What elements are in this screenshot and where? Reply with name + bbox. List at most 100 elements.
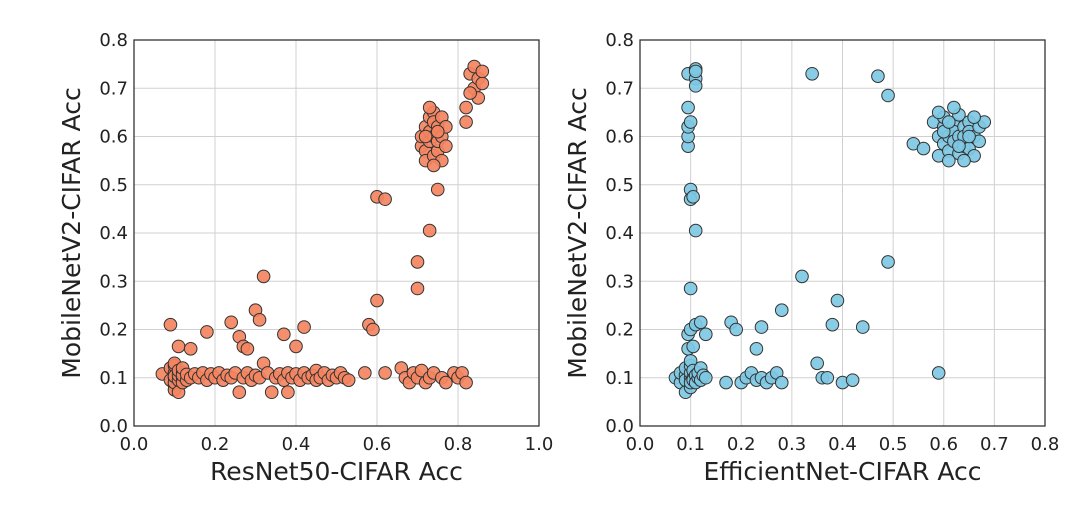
left-x-tick-label: 0.8 bbox=[444, 434, 473, 455]
right-y-tick-label: 0.4 bbox=[605, 223, 634, 244]
left-scatter-panel: 0.0 0.2 0.4 0.6 0.8 1.0 0.0 0.1 0.2 0.3 0.4 0.5 0.6… bbox=[57, 30, 553, 486]
left-data-point bbox=[297, 320, 311, 334]
left-data-point bbox=[370, 293, 384, 308]
left-data-point bbox=[200, 325, 214, 339]
left-y-tick-label: 0.1 bbox=[99, 368, 128, 389]
left-data-point bbox=[264, 385, 279, 400]
right-x-tick-label: 0.7 bbox=[980, 434, 1009, 455]
right-y-tick-label: 0.2 bbox=[605, 320, 634, 341]
right-y-tick-label: 0.8 bbox=[605, 30, 634, 51]
right-data-point bbox=[795, 269, 809, 284]
right-data-point bbox=[686, 190, 700, 204]
right-data-point bbox=[805, 66, 819, 81]
right-scatter-panel: 0.0 0.1 0.2 0.3 0.4 0.5 0.6 0.7 0.8 0.0 0.1 0.2 0.3… bbox=[563, 30, 1059, 486]
left-y-tick-label: 0.3 bbox=[99, 271, 128, 292]
right-y-tick-label: 0.7 bbox=[605, 78, 634, 99]
left-data-point bbox=[410, 255, 425, 269]
left-data-point bbox=[459, 100, 473, 115]
right-data-point bbox=[683, 281, 698, 296]
right-y-tick-label: 0.3 bbox=[605, 271, 634, 292]
right-y-tick-label: 0.5 bbox=[605, 175, 634, 196]
left-points bbox=[155, 59, 490, 400]
right-y-ticks: 0.0 0.1 0.2 0.3 0.4 0.5 0.6 0.7 0.8 bbox=[605, 30, 634, 437]
right-y-tick-label: 0.0 bbox=[605, 416, 634, 437]
left-data-point bbox=[422, 100, 437, 115]
right-data-point bbox=[688, 79, 703, 93]
right-x-tick-label: 0.4 bbox=[828, 434, 857, 455]
right-data-point bbox=[931, 366, 946, 380]
right-data-point bbox=[942, 153, 956, 168]
left-data-point bbox=[358, 366, 372, 380]
right-data-point bbox=[749, 342, 764, 356]
left-data-point bbox=[459, 375, 473, 390]
right-data-point bbox=[947, 100, 961, 115]
left-data-point bbox=[366, 322, 380, 337]
left-data-point bbox=[439, 139, 453, 153]
right-data-point bbox=[774, 303, 789, 318]
right-data-point bbox=[686, 339, 700, 354]
right-data-point bbox=[754, 320, 769, 334]
right-points bbox=[668, 62, 992, 400]
right-data-point bbox=[881, 255, 895, 269]
right-data-point bbox=[688, 64, 703, 79]
right-data-point bbox=[962, 129, 976, 144]
left-data-point bbox=[341, 373, 356, 387]
right-x-tick-label: 0.5 bbox=[879, 434, 908, 455]
right-data-point bbox=[957, 153, 971, 168]
right-data-point bbox=[967, 110, 981, 124]
right-data-point bbox=[688, 223, 703, 238]
left-data-point bbox=[232, 385, 247, 400]
right-x-axis-label: EfficientNet-CIFAR Acc bbox=[703, 457, 981, 486]
left-data-point bbox=[459, 115, 473, 129]
right-data-point bbox=[810, 356, 824, 371]
left-data-point bbox=[463, 86, 477, 100]
left-data-point bbox=[475, 64, 490, 79]
right-data-point bbox=[845, 373, 860, 387]
left-data-point bbox=[418, 129, 433, 144]
right-data-point bbox=[729, 322, 743, 337]
left-data-point bbox=[224, 315, 238, 330]
right-data-point bbox=[719, 375, 733, 390]
left-x-tick-label: 0.0 bbox=[120, 434, 149, 455]
right-y-tick-label: 0.6 bbox=[605, 127, 634, 148]
left-y-axis-label: MobileNetV2-CIFAR Acc bbox=[57, 87, 86, 378]
right-x-tick-label: 0.3 bbox=[778, 434, 807, 455]
left-y-tick-label: 0.7 bbox=[99, 78, 128, 99]
left-x-tick-label: 1.0 bbox=[525, 434, 554, 455]
right-data-point bbox=[683, 115, 698, 129]
left-x-tick-label: 0.2 bbox=[201, 434, 230, 455]
left-data-point bbox=[439, 375, 453, 390]
right-data-point bbox=[820, 370, 835, 385]
right-data-point bbox=[952, 139, 966, 153]
left-y-tick-label: 0.8 bbox=[99, 30, 128, 51]
right-y-axis-label: MobileNetV2-CIFAR Acc bbox=[563, 87, 592, 378]
left-data-point bbox=[183, 342, 198, 356]
right-data-point bbox=[681, 100, 695, 115]
left-x-tick-label: 0.4 bbox=[282, 434, 311, 455]
right-x-tick-label: 0.6 bbox=[929, 434, 958, 455]
right-plot-frame bbox=[639, 39, 1046, 427]
left-plot-frame bbox=[133, 39, 540, 427]
left-data-point bbox=[256, 269, 271, 284]
left-y-ticks: 0.0 0.1 0.2 0.3 0.4 0.5 0.6 0.7 0.8 bbox=[99, 30, 128, 437]
left-y-tick-label: 0.5 bbox=[99, 175, 128, 196]
left-data-point bbox=[171, 339, 186, 354]
right-data-point bbox=[699, 327, 713, 342]
left-data-point bbox=[410, 281, 425, 296]
right-data-point bbox=[916, 141, 931, 156]
right-x-ticks: 0.0 0.1 0.2 0.3 0.4 0.5 0.6 0.7 0.8 bbox=[626, 434, 1060, 455]
right-data-point bbox=[693, 315, 708, 330]
left-data-point bbox=[240, 342, 255, 356]
right-y-tick-label: 0.1 bbox=[605, 368, 634, 389]
right-data-point bbox=[774, 375, 789, 390]
right-data-point bbox=[942, 115, 956, 129]
left-y-tick-label: 0.6 bbox=[99, 127, 128, 148]
left-x-tick-label: 0.6 bbox=[363, 434, 392, 455]
left-data-point bbox=[252, 313, 267, 327]
left-data-point bbox=[422, 223, 437, 238]
left-data-point bbox=[289, 339, 303, 354]
left-data-point bbox=[277, 327, 291, 342]
left-x-ticks: 0.0 0.2 0.4 0.6 0.8 1.0 bbox=[120, 434, 554, 455]
right-x-tick-label: 0.2 bbox=[727, 434, 756, 455]
